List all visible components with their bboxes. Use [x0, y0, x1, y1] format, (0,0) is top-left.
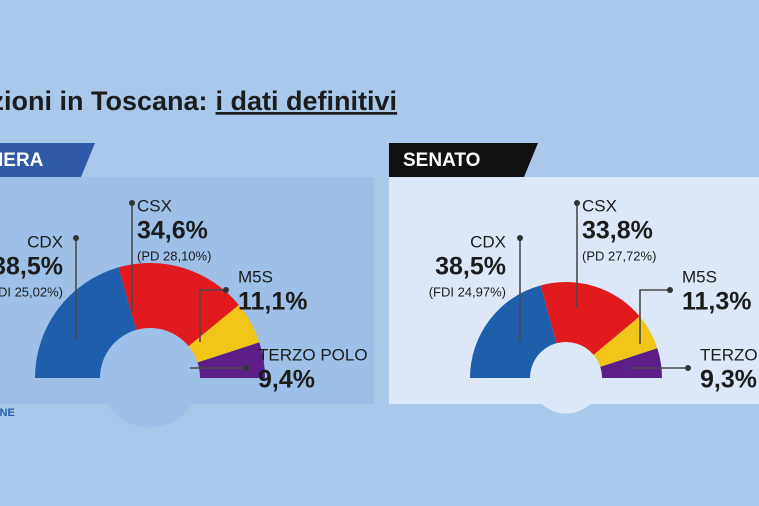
category-label: CDX	[470, 232, 506, 251]
leader-dot	[223, 287, 229, 293]
category-label: TERZO POLO	[700, 345, 759, 364]
wedge	[540, 281, 640, 355]
leader-dot	[667, 287, 673, 293]
panel-title: CAMERA	[0, 150, 44, 171]
leader-dot	[685, 365, 691, 371]
category-label: TERZO POLO	[258, 345, 368, 364]
title-lead: Elezioni in Toscana:	[0, 86, 208, 116]
category-label: CSX	[582, 196, 617, 215]
wedge	[470, 285, 557, 378]
category-label: CSX	[137, 196, 172, 215]
panel-tab	[0, 143, 95, 177]
value-label: 34,6%	[137, 217, 208, 245]
title-emphasis: i dati definitivi	[216, 86, 398, 116]
note-label: (PD 28,10%)	[137, 248, 211, 263]
wedge	[118, 263, 239, 347]
title: Elezioni in Toscana: i dati definitivi	[0, 86, 397, 116]
category-label: M5S	[682, 267, 717, 286]
panel-title: SENATO	[403, 150, 480, 171]
leader-dot	[73, 235, 79, 241]
value-label: 11,3%	[682, 288, 752, 316]
leader-dot	[243, 365, 249, 371]
leader-dot	[574, 200, 580, 206]
leader-dot	[129, 200, 135, 206]
leader-line	[639, 289, 670, 344]
value-label: 38,5%	[0, 253, 63, 281]
value-label: 9,3%	[700, 366, 757, 394]
leader-line	[199, 289, 226, 342]
source: LA NAZIONE	[0, 407, 15, 419]
note-label: (FDI 24,97%)	[429, 284, 506, 299]
wedge	[35, 267, 137, 378]
hole	[530, 342, 602, 414]
wedge	[188, 304, 260, 363]
note-label: (PD 27,72%)	[582, 248, 656, 263]
hole	[100, 328, 200, 428]
value-label: 9,4%	[258, 366, 315, 394]
panel-tab	[389, 143, 538, 177]
value-label: 38,5%	[435, 253, 506, 281]
category-label: CDX	[27, 232, 63, 251]
wedge	[600, 348, 662, 378]
category-label: M5S	[238, 267, 273, 286]
wedge	[593, 316, 658, 367]
leader-dot	[517, 235, 523, 241]
note-label: (FDI 25,02%)	[0, 284, 63, 299]
value-label: 11,1%	[238, 288, 308, 316]
value-label: 33,8%	[582, 217, 653, 245]
